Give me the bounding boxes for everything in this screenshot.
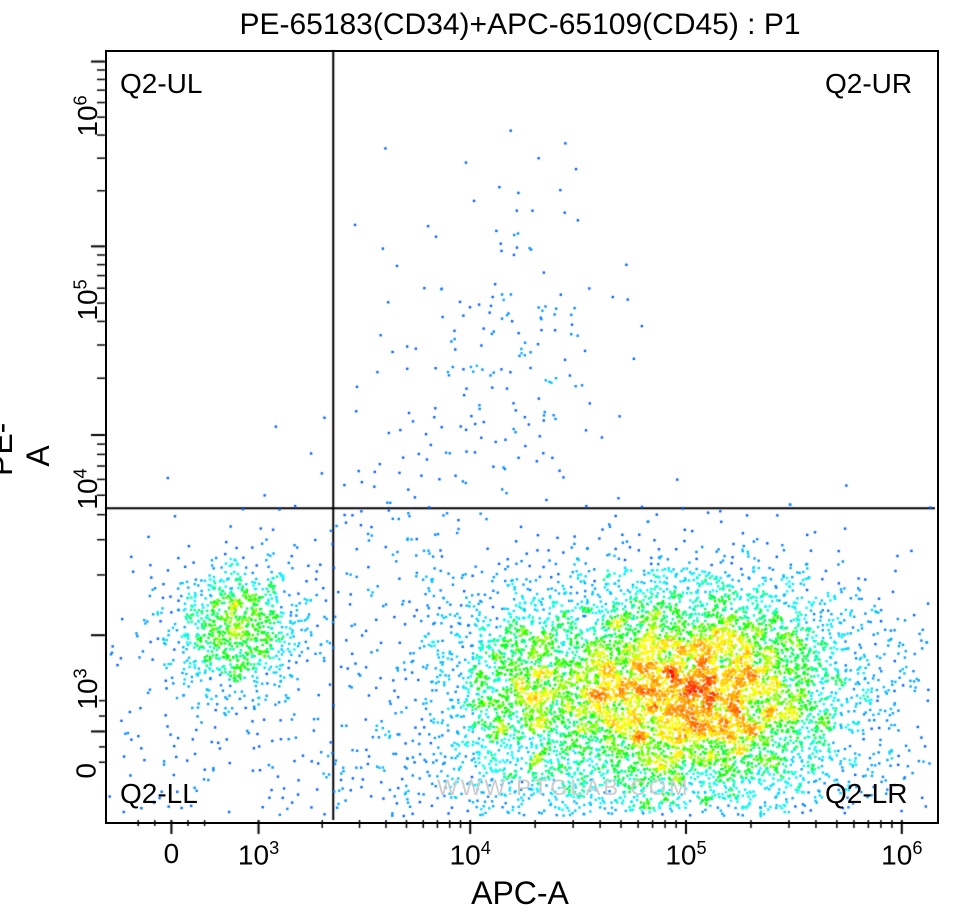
quadrant-label: Q2-UL bbox=[120, 68, 202, 100]
x-tick-label: 104 bbox=[450, 838, 491, 871]
x-tick-label: 105 bbox=[665, 838, 706, 871]
chart-container: PE-65183(CD34)+APC-65109(CD45) : P1 APC-… bbox=[0, 0, 965, 921]
quadrant-label: Q2-LL bbox=[120, 778, 198, 810]
y-tick-label: 103 bbox=[70, 669, 103, 710]
quadrant-label: Q2-LR bbox=[825, 778, 907, 810]
x-tick-label: 0 bbox=[164, 838, 180, 870]
x-axis-label: APC-A bbox=[105, 875, 935, 912]
y-tick-label: 106 bbox=[70, 95, 103, 136]
y-tick-label: 105 bbox=[70, 280, 103, 321]
scatter-canvas bbox=[105, 50, 935, 820]
quadrant-label: Q2-UR bbox=[825, 68, 912, 100]
watermark: WWW.PTGLAB.COM bbox=[437, 775, 690, 801]
x-tick-label: 103 bbox=[238, 838, 279, 871]
y-tick-label: 0 bbox=[71, 763, 103, 779]
x-tick-label: 106 bbox=[881, 838, 922, 871]
y-axis-label: PE-A bbox=[0, 436, 57, 476]
y-tick-label: 104 bbox=[70, 468, 103, 509]
